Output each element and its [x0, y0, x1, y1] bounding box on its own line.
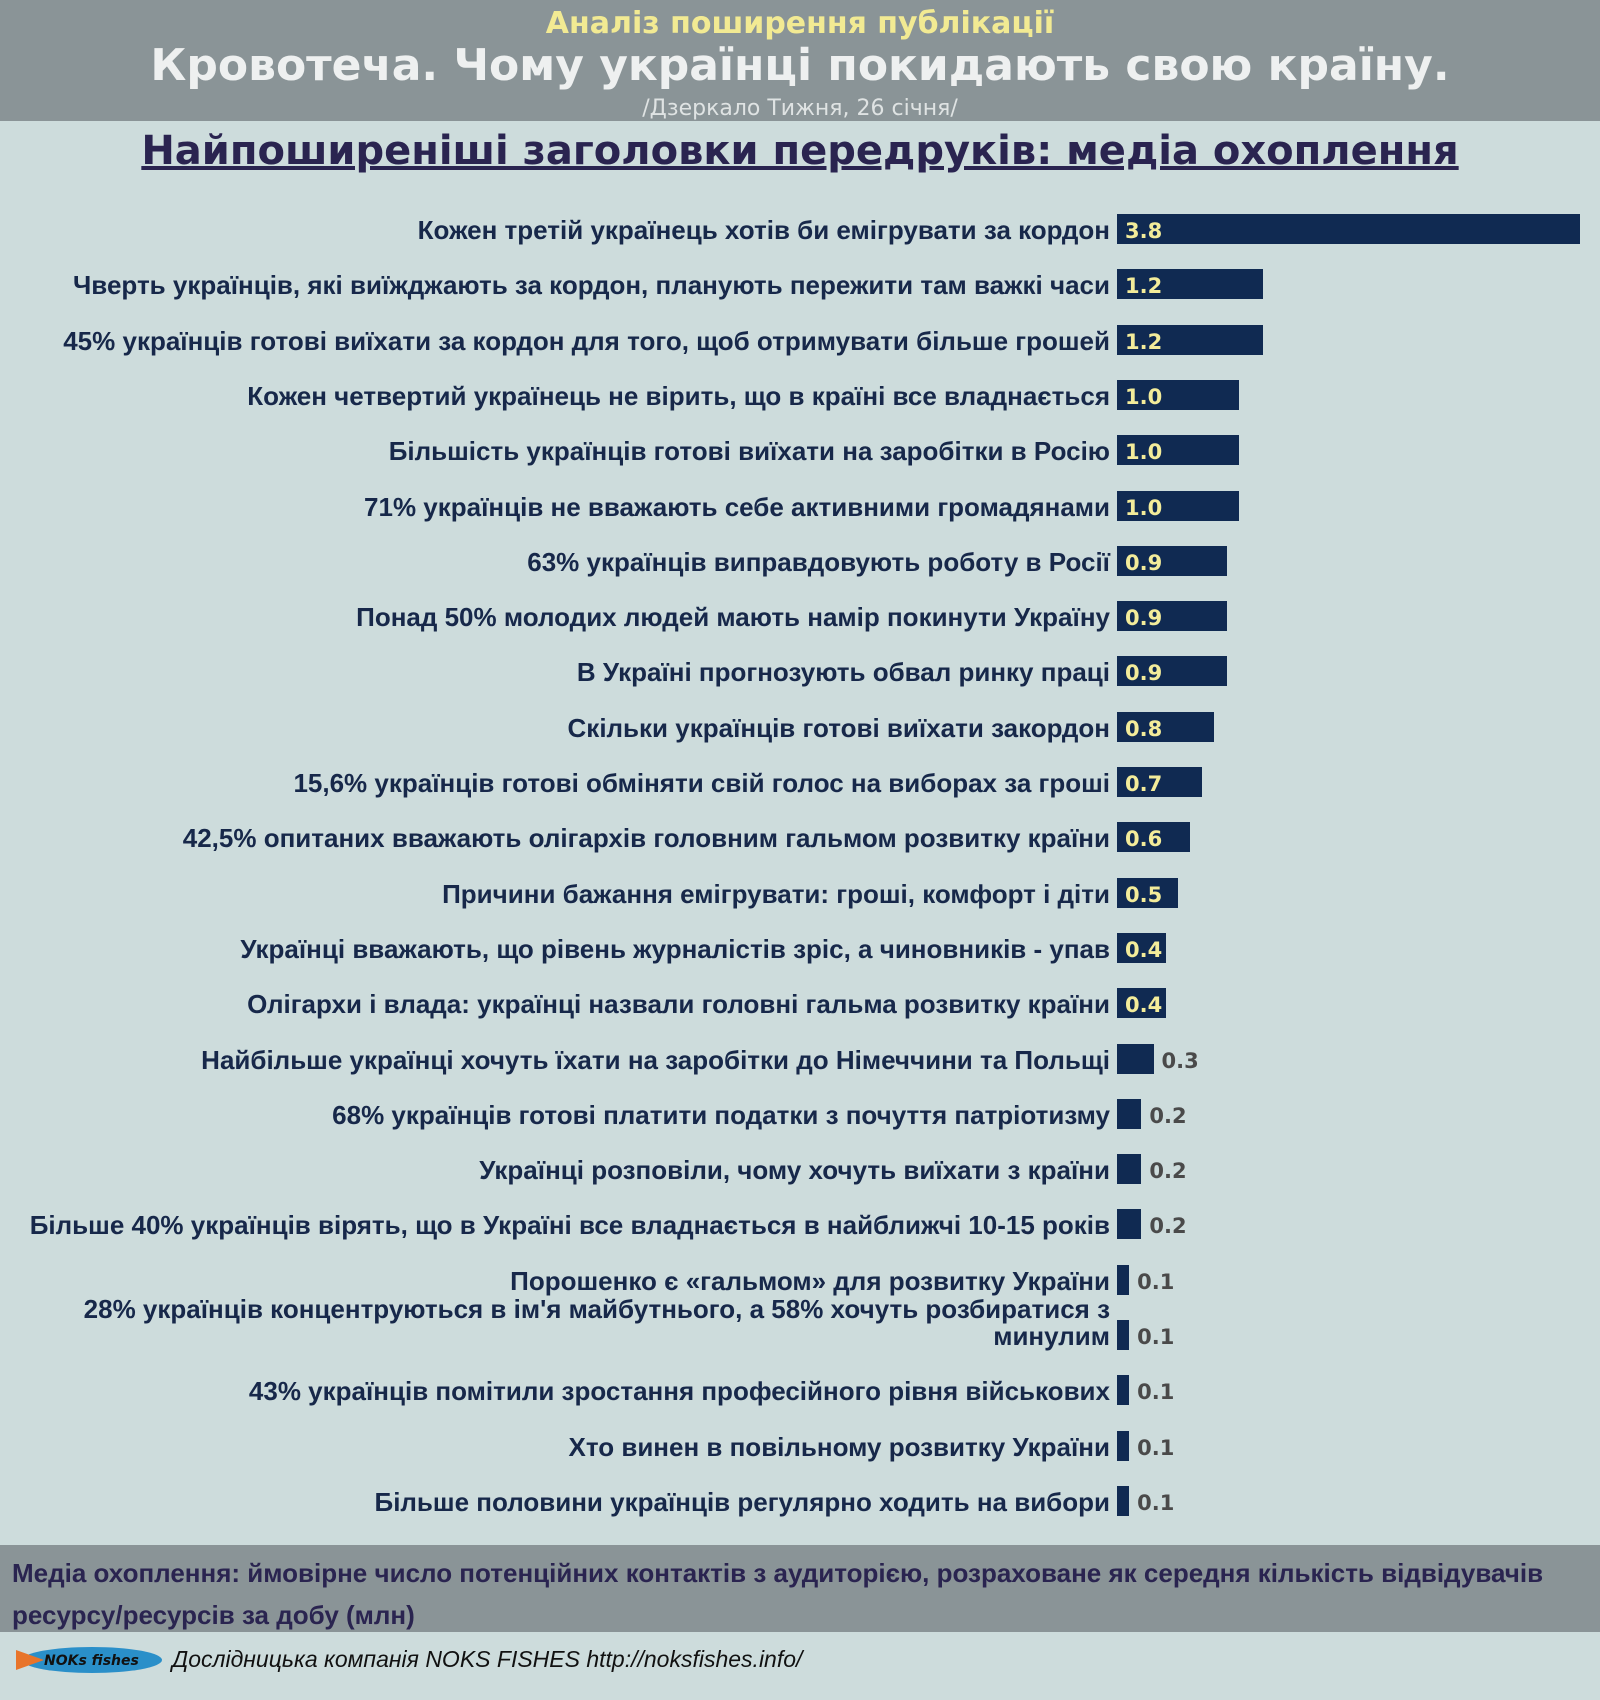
- value-label: 0.2: [1149, 1214, 1187, 1239]
- bar: [1117, 490, 1239, 521]
- category-label: 45% українців готові виїхати за кордон д…: [63, 325, 1110, 356]
- value-label: 0.9: [1125, 661, 1163, 686]
- bar: [1117, 214, 1580, 244]
- value-label: 0.8: [1125, 716, 1163, 741]
- value-label: 0.2: [1149, 1103, 1187, 1128]
- category-label: Більше половини українців регулярно ходи…: [374, 1486, 1111, 1517]
- value-label: 0.4: [1125, 937, 1163, 962]
- value-label: 1.2: [1125, 329, 1163, 354]
- value-label: 0.1: [1137, 1435, 1175, 1460]
- bar: [1117, 767, 1203, 797]
- bar: [1117, 822, 1191, 853]
- value-label: 0.1: [1137, 1269, 1175, 1294]
- value-label: 0.3: [1161, 1048, 1199, 1073]
- bar: [1117, 932, 1166, 963]
- category-label: Кожен третій українець хотів би емігрува…: [417, 215, 1110, 245]
- credit: Дослідницька компанія NOKS FISHES http:/…: [172, 1646, 803, 1672]
- category-label: Українці розповіли, чому хочуть виїхати …: [479, 1155, 1110, 1186]
- category-label: Скільки українців готові виїхати закордо…: [567, 712, 1110, 743]
- value-label: 1.0: [1125, 495, 1163, 520]
- category-label: Олігархи і влада: українці назвали голов…: [247, 989, 1110, 1020]
- value-label: 0.2: [1149, 1159, 1187, 1184]
- bar: [1117, 379, 1239, 410]
- category-label: Понад 50% молодих людей мають намір поки…: [356, 602, 1110, 633]
- bar: [1117, 1485, 1130, 1516]
- value-label: 1.0: [1125, 440, 1163, 465]
- value-label: 0.4: [1125, 993, 1163, 1018]
- logo: NOKs fishes: [16, 1647, 162, 1673]
- header-band: [0, 0, 1600, 121]
- category-label: Кожен четвертий українець не вірить, що …: [247, 380, 1110, 411]
- value-label: 0.9: [1125, 550, 1163, 575]
- footer-band: [0, 1545, 1600, 1632]
- value-label: 0.9: [1125, 606, 1163, 631]
- bar: [1117, 877, 1178, 908]
- category-label: Більше 40% українців вірять, що в Україн…: [29, 1210, 1110, 1241]
- bar: [1117, 1098, 1142, 1129]
- value-label: 1.0: [1125, 384, 1163, 409]
- bar: [1117, 269, 1264, 300]
- category-label: Хто винен в повільному розвитку України: [568, 1431, 1111, 1462]
- category-label: 28% українців концентруються в ім'я майб…: [83, 1294, 1110, 1351]
- bar: [1117, 1320, 1130, 1350]
- bar: [1117, 1264, 1130, 1295]
- bar: [1117, 1043, 1154, 1074]
- category-label: Причини бажання емігрувати: гроші, комфо…: [442, 878, 1110, 909]
- category-label: 43% українців помітили зростання професі…: [248, 1376, 1110, 1407]
- kicker: Аналіз поширення публікації: [545, 6, 1055, 41]
- value-label: 0.6: [1125, 827, 1163, 852]
- bar: [1117, 435, 1239, 466]
- bar: [1117, 1209, 1142, 1240]
- value-label: 0.1: [1137, 1380, 1175, 1405]
- logo-text: NOKs fishes: [44, 1653, 139, 1669]
- value-label: 0.7: [1125, 772, 1163, 796]
- bar: [1117, 711, 1215, 742]
- value-label: 1.2: [1125, 274, 1163, 299]
- category-label: Найбільше українці хочуть їхати на зароб…: [201, 1044, 1110, 1075]
- category-label: 68% українців готові платити податки з п…: [332, 1099, 1110, 1130]
- value-label: 0.1: [1137, 1325, 1175, 1349]
- category-label: В Україні прогнозують обвал ринку праці: [576, 657, 1110, 688]
- bar: [1117, 545, 1227, 576]
- bar: [1117, 656, 1227, 687]
- source: /Дзеркало Тижня, 26 січня/: [642, 96, 958, 121]
- category-label: Українці вважають, що рівень журналістів…: [240, 933, 1110, 964]
- bar: [1117, 1430, 1130, 1461]
- bar: [1117, 1375, 1130, 1406]
- bar: [1117, 601, 1227, 632]
- chart-title: Найпоширеніші заголовки передруків: меді…: [141, 128, 1459, 174]
- value-label: 3.8: [1125, 219, 1163, 243]
- category-label: 71% українців не вважають себе активними…: [364, 491, 1110, 522]
- value-label: 0.5: [1125, 882, 1163, 907]
- bar: [1117, 1154, 1142, 1185]
- category-label: 63% українців виправдовують роботу в Рос…: [527, 546, 1110, 577]
- value-label: 0.1: [1137, 1490, 1175, 1515]
- category-label: Більшість українців готові виїхати на за…: [388, 436, 1110, 467]
- category-label: Чверть українців, які виїжджають за корд…: [73, 270, 1110, 301]
- category-label: 42,5% опитаних вважають олігархів головн…: [182, 823, 1110, 854]
- bar: [1117, 324, 1264, 355]
- logo-shape: [22, 1647, 162, 1673]
- footnote: Медіа охоплення: ймовірне число потенцій…: [12, 1558, 1544, 1630]
- category-label: 15,6% українців готові обміняти свій гол…: [293, 768, 1110, 798]
- logo-tail: [16, 1650, 44, 1670]
- page-title: Кровотеча. Чому українці покидають свою …: [150, 40, 1450, 91]
- bar: [1117, 988, 1166, 1019]
- category-label: Порошенко є «гальмом» для розвитку Украї…: [510, 1265, 1110, 1296]
